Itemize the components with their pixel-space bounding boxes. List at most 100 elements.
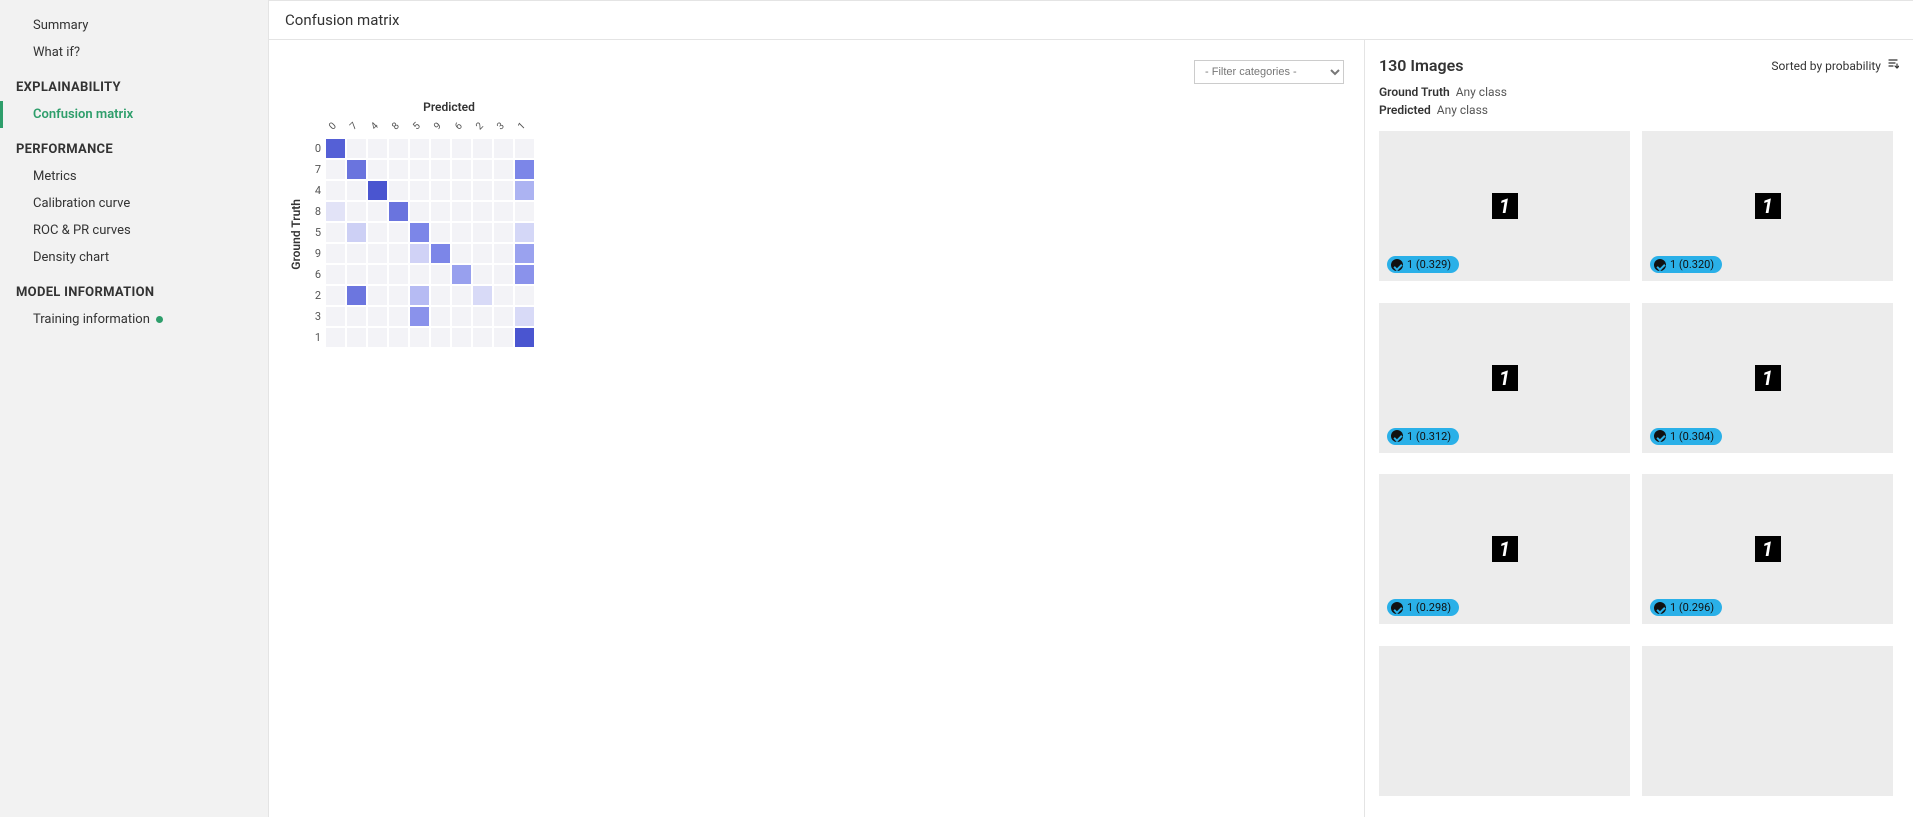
matrix-cell[interactable] bbox=[409, 222, 430, 243]
sort-by-button[interactable]: Sorted by probability bbox=[1771, 58, 1899, 73]
image-card[interactable] bbox=[1379, 646, 1630, 796]
matrix-cell[interactable] bbox=[514, 159, 535, 180]
matrix-cell[interactable] bbox=[409, 285, 430, 306]
matrix-cell[interactable] bbox=[451, 243, 472, 264]
matrix-cell[interactable] bbox=[493, 285, 514, 306]
image-card[interactable] bbox=[1642, 646, 1893, 796]
matrix-cell[interactable] bbox=[409, 306, 430, 327]
matrix-cell[interactable] bbox=[388, 327, 409, 348]
sidebar-item-roc-pr-curves[interactable]: ROC & PR curves bbox=[0, 217, 268, 244]
matrix-cell[interactable] bbox=[514, 201, 535, 222]
sidebar-item-training-information[interactable]: Training information bbox=[0, 306, 268, 333]
matrix-cell[interactable] bbox=[325, 327, 346, 348]
matrix-cell[interactable] bbox=[367, 264, 388, 285]
matrix-cell[interactable] bbox=[367, 327, 388, 348]
matrix-cell[interactable] bbox=[472, 264, 493, 285]
matrix-cell[interactable] bbox=[451, 180, 472, 201]
matrix-cell[interactable] bbox=[430, 306, 451, 327]
matrix-cell[interactable] bbox=[346, 201, 367, 222]
image-card[interactable]: 11 (0.320) bbox=[1642, 131, 1893, 281]
matrix-cell[interactable] bbox=[430, 327, 451, 348]
matrix-cell[interactable] bbox=[451, 201, 472, 222]
matrix-cell[interactable] bbox=[430, 285, 451, 306]
matrix-cell[interactable] bbox=[325, 159, 346, 180]
image-card[interactable]: 11 (0.296) bbox=[1642, 474, 1893, 624]
matrix-cell[interactable] bbox=[325, 306, 346, 327]
matrix-cell[interactable] bbox=[367, 243, 388, 264]
matrix-cell[interactable] bbox=[388, 222, 409, 243]
matrix-cell[interactable] bbox=[451, 222, 472, 243]
images-filter-line[interactable]: PredictedAny class bbox=[1379, 103, 1899, 117]
matrix-cell[interactable] bbox=[472, 222, 493, 243]
matrix-cell[interactable] bbox=[325, 285, 346, 306]
matrix-cell[interactable] bbox=[388, 159, 409, 180]
matrix-cell[interactable] bbox=[451, 306, 472, 327]
matrix-cell[interactable] bbox=[430, 201, 451, 222]
sidebar-item-confusion-matrix[interactable]: Confusion matrix bbox=[0, 101, 268, 128]
matrix-cell[interactable] bbox=[430, 222, 451, 243]
matrix-cell[interactable] bbox=[367, 306, 388, 327]
sidebar-item-what-if-[interactable]: What if? bbox=[0, 39, 268, 66]
matrix-cell[interactable] bbox=[346, 180, 367, 201]
matrix-cell[interactable] bbox=[514, 180, 535, 201]
matrix-cell[interactable] bbox=[325, 264, 346, 285]
matrix-cell[interactable] bbox=[409, 327, 430, 348]
matrix-cell[interactable] bbox=[514, 306, 535, 327]
matrix-cell[interactable] bbox=[367, 222, 388, 243]
sidebar-item-metrics[interactable]: Metrics bbox=[0, 163, 268, 190]
matrix-cell[interactable] bbox=[472, 285, 493, 306]
matrix-cell[interactable] bbox=[514, 222, 535, 243]
matrix-cell[interactable] bbox=[388, 180, 409, 201]
matrix-cell[interactable] bbox=[493, 180, 514, 201]
matrix-cell[interactable] bbox=[409, 159, 430, 180]
matrix-cell[interactable] bbox=[388, 285, 409, 306]
matrix-cell[interactable] bbox=[472, 243, 493, 264]
filter-categories-select[interactable]: - Filter categories - bbox=[1194, 60, 1344, 84]
matrix-cell[interactable] bbox=[388, 264, 409, 285]
image-card[interactable]: 11 (0.312) bbox=[1379, 303, 1630, 453]
matrix-cell[interactable] bbox=[388, 306, 409, 327]
matrix-cell[interactable] bbox=[367, 201, 388, 222]
matrix-cell[interactable] bbox=[409, 243, 430, 264]
matrix-cell[interactable] bbox=[346, 243, 367, 264]
matrix-cell[interactable] bbox=[472, 306, 493, 327]
matrix-cell[interactable] bbox=[346, 306, 367, 327]
matrix-cell[interactable] bbox=[514, 327, 535, 348]
image-card[interactable]: 11 (0.304) bbox=[1642, 303, 1893, 453]
matrix-cell[interactable] bbox=[367, 285, 388, 306]
matrix-cell[interactable] bbox=[430, 159, 451, 180]
images-filter-line[interactable]: Ground TruthAny class bbox=[1379, 85, 1899, 99]
matrix-cell[interactable] bbox=[493, 264, 514, 285]
matrix-cell[interactable] bbox=[493, 159, 514, 180]
matrix-cell[interactable] bbox=[325, 222, 346, 243]
image-gallery[interactable]: 11 (0.329)11 (0.320)11 (0.312)11 (0.304)… bbox=[1379, 131, 1899, 817]
image-card[interactable]: 11 (0.329) bbox=[1379, 131, 1630, 281]
matrix-cell[interactable] bbox=[346, 264, 367, 285]
matrix-cell[interactable] bbox=[346, 222, 367, 243]
image-card[interactable]: 11 (0.298) bbox=[1379, 474, 1630, 624]
matrix-cell[interactable] bbox=[451, 159, 472, 180]
matrix-cell[interactable] bbox=[451, 264, 472, 285]
matrix-cell[interactable] bbox=[430, 243, 451, 264]
matrix-cell[interactable] bbox=[472, 327, 493, 348]
matrix-cell[interactable] bbox=[493, 222, 514, 243]
sidebar-item-density-chart[interactable]: Density chart bbox=[0, 244, 268, 271]
sidebar-item-summary[interactable]: Summary bbox=[0, 12, 268, 39]
matrix-cell[interactable] bbox=[346, 159, 367, 180]
matrix-cell[interactable] bbox=[367, 180, 388, 201]
matrix-cell[interactable] bbox=[409, 264, 430, 285]
matrix-cell[interactable] bbox=[493, 201, 514, 222]
matrix-cell[interactable] bbox=[451, 285, 472, 306]
sidebar-item-calibration-curve[interactable]: Calibration curve bbox=[0, 190, 268, 217]
matrix-cell[interactable] bbox=[514, 264, 535, 285]
matrix-cell[interactable] bbox=[514, 285, 535, 306]
matrix-cell[interactable] bbox=[388, 201, 409, 222]
matrix-cell[interactable] bbox=[472, 180, 493, 201]
matrix-cell[interactable] bbox=[514, 243, 535, 264]
matrix-cell[interactable] bbox=[409, 180, 430, 201]
matrix-cell[interactable] bbox=[472, 201, 493, 222]
matrix-cell[interactable] bbox=[325, 243, 346, 264]
matrix-cell[interactable] bbox=[493, 327, 514, 348]
matrix-cell[interactable] bbox=[367, 159, 388, 180]
matrix-cell[interactable] bbox=[493, 243, 514, 264]
